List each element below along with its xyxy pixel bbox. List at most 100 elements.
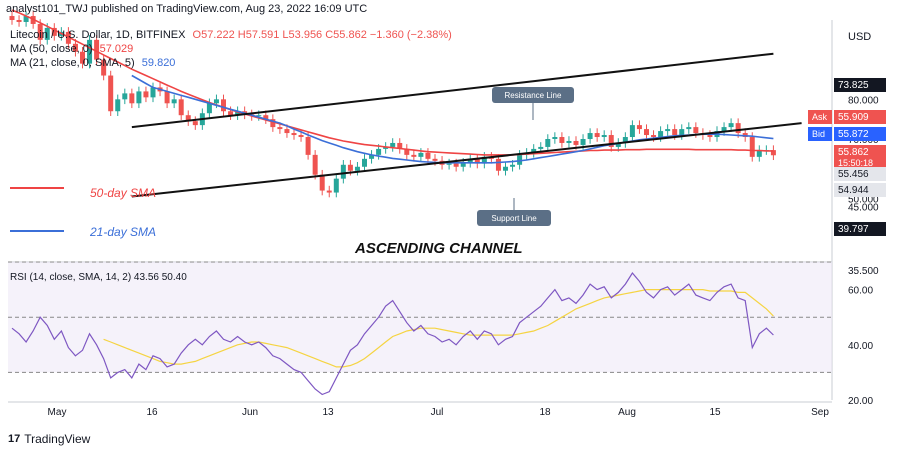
symbol-title: Litecoin / U.S. Dollar, 1D, BITFINEX O57…	[10, 29, 452, 41]
candle-body	[608, 135, 614, 147]
candle-body	[749, 137, 755, 157]
ascending-channel-label: ASCENDING CHANNEL	[354, 240, 523, 257]
candle-body	[707, 135, 713, 138]
candle-body	[340, 164, 346, 179]
candle-body	[80, 51, 85, 64]
support-label-text: Support Line	[491, 214, 537, 223]
price-label-box	[834, 110, 886, 124]
price-label-box	[834, 127, 886, 141]
candle-body	[122, 93, 128, 100]
candle-body	[594, 133, 600, 138]
candle-body	[143, 91, 149, 98]
candle-body	[333, 178, 339, 193]
candle-body	[270, 119, 276, 128]
candle-body	[460, 162, 466, 167]
price-label-value: 39.797	[838, 224, 869, 235]
candle-body	[94, 39, 100, 60]
candle-body	[503, 166, 508, 171]
candle-body	[538, 146, 544, 149]
time-tick-label: 16	[146, 407, 158, 418]
price-label-box	[834, 222, 886, 236]
candle-body	[305, 137, 311, 155]
candle-body	[665, 129, 671, 132]
tradingview-icon: 17	[8, 433, 21, 445]
candle-body	[108, 75, 114, 112]
price-label-value: 73.825	[838, 80, 869, 91]
candle-body	[284, 129, 290, 134]
candle-body	[129, 93, 135, 104]
time-tick-label: Aug	[618, 407, 636, 418]
resistance-label-text: Resistance Line	[505, 91, 562, 100]
price-label-value: 55.872	[838, 129, 869, 140]
candle-body	[495, 158, 501, 171]
candle-body	[658, 131, 664, 138]
tradingview-logo[interactable]: 17 TradingView	[8, 432, 90, 446]
candle-body	[566, 140, 572, 143]
rsi-legend: RSI (14, close, SMA, 14, 2) 43.56 50.40	[10, 272, 187, 283]
currency-label: USD	[848, 31, 872, 43]
candle-body	[573, 140, 579, 145]
candle-body	[376, 148, 382, 155]
candle-body	[228, 111, 234, 116]
candle-body	[545, 139, 551, 147]
candle-body	[263, 115, 269, 120]
candle-body	[651, 135, 657, 138]
price-tag-box	[808, 110, 832, 124]
candle-body	[404, 148, 410, 155]
candle-body	[644, 129, 649, 136]
candle-body	[298, 135, 304, 138]
symbol-name: Litecoin / U.S. Dollar, 1D, BITFINEX	[10, 29, 186, 41]
candle-body	[467, 158, 473, 163]
price-tag-text: Ask	[812, 112, 828, 122]
candle-body	[587, 133, 593, 139]
candle-body	[291, 133, 297, 136]
candle-body	[354, 166, 360, 171]
ma21-line	[131, 74, 774, 164]
price-label-box	[834, 183, 886, 197]
candle-body	[510, 164, 516, 167]
candle-body	[672, 129, 678, 136]
candle-body	[411, 154, 417, 157]
candle-body	[418, 152, 424, 157]
time-tick-label: Jul	[431, 407, 444, 418]
price-label-value: 55.456	[838, 169, 869, 180]
candle-body	[326, 190, 332, 193]
candle-body	[87, 39, 93, 64]
price-label-value: 55.862	[838, 147, 869, 158]
candle-body	[686, 127, 692, 130]
price-tick-label: 45.000	[848, 202, 879, 213]
candle-body	[453, 163, 459, 167]
price-tag-text: Bid	[812, 129, 825, 139]
support-label-bubble	[477, 210, 551, 226]
candle-body	[425, 152, 431, 159]
candle-body	[770, 150, 776, 156]
candle-body	[192, 121, 198, 126]
candle-body	[474, 158, 480, 164]
price-label-value: 55.909	[838, 112, 869, 123]
candle-body	[432, 158, 438, 161]
tradingview-brand: TradingView	[24, 432, 91, 446]
candle-body	[44, 27, 50, 40]
candle-body	[693, 127, 699, 134]
candle-body	[735, 123, 741, 134]
candle-body	[9, 16, 15, 20]
candle-body	[178, 99, 184, 116]
candle-body	[235, 111, 241, 116]
support-trendline	[131, 122, 802, 198]
candle-body	[580, 139, 586, 145]
candle-body	[277, 127, 283, 130]
candle-body	[312, 154, 318, 175]
ma21-legend: MA (21, close, 0, SMA, 5) 59.820	[10, 57, 176, 69]
candle-body	[756, 150, 762, 157]
resistance-label-bubble	[492, 87, 574, 103]
candle-body	[136, 91, 142, 104]
candle-body	[531, 148, 537, 153]
candle-body	[615, 142, 621, 147]
candle-body	[601, 135, 607, 138]
candle-body	[728, 123, 734, 128]
candle-body	[72, 43, 78, 52]
publisher-line: analyst101_TWJ published on TradingView.…	[6, 3, 368, 15]
price-label-value: 54.944	[838, 185, 869, 196]
candle-body	[446, 163, 452, 165]
